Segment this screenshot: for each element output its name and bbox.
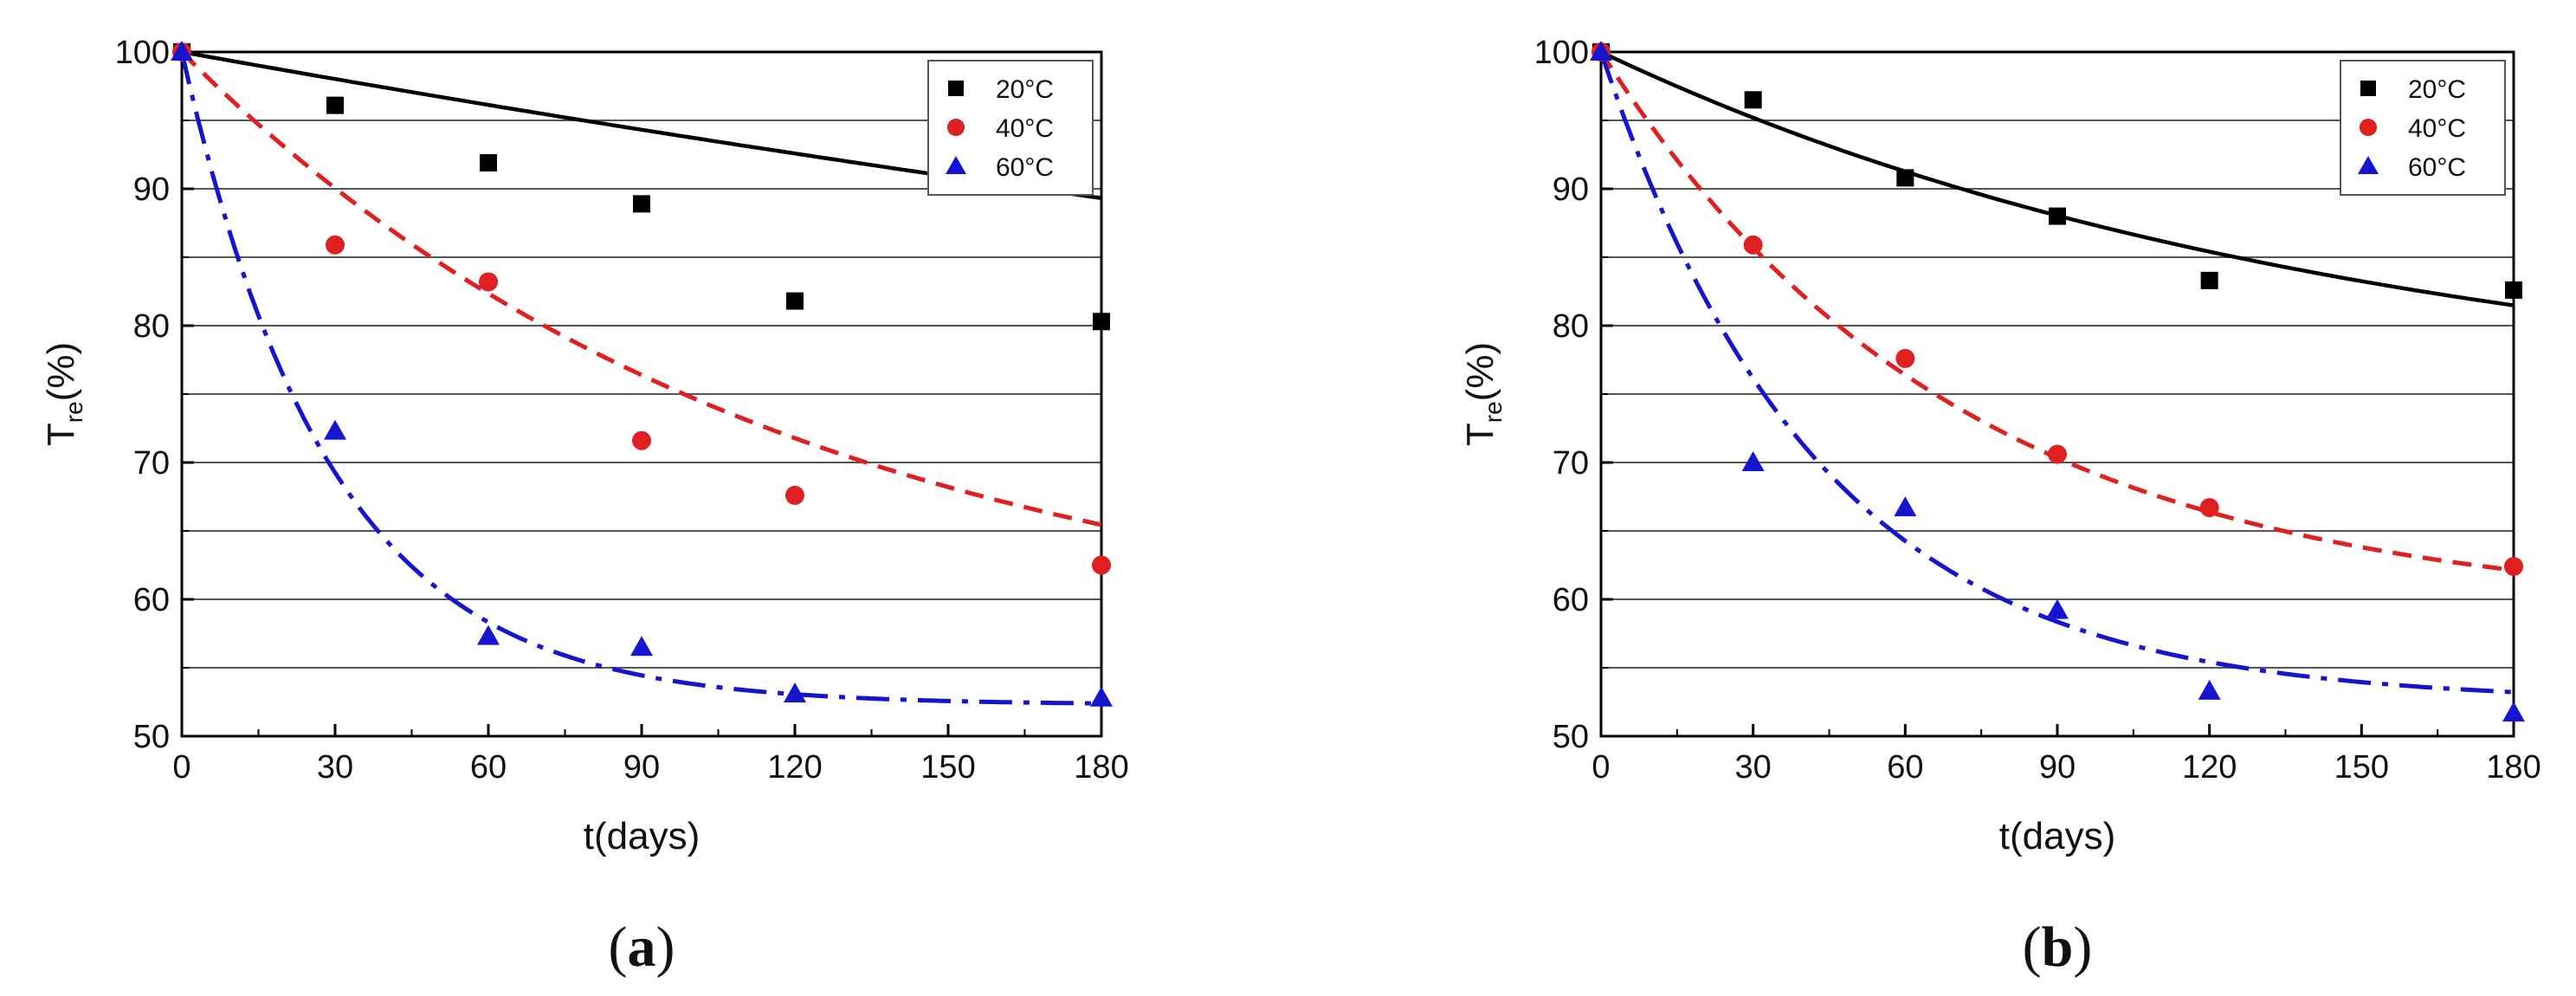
legend-marker-2 <box>946 156 966 174</box>
panel-label-letter: a <box>628 915 656 979</box>
chart-panel-b: 0 30 60 90 120 150 1805060708090100t(days)Tre(… <box>1459 35 2541 979</box>
data-point-1-3 <box>2048 444 2067 464</box>
data-point-0-1 <box>1744 91 1762 109</box>
legend-label-0: 20°C <box>996 75 1054 104</box>
data-point-1-5 <box>2504 557 2523 577</box>
data-point-1-4 <box>2199 498 2219 518</box>
panel-label-open: ( <box>2023 915 2042 979</box>
panel-label-close: ) <box>656 915 675 979</box>
x-tick-label: 30 <box>1735 749 1772 786</box>
x-tick-label: 150 <box>920 749 975 786</box>
data-point-2-1 <box>324 419 346 440</box>
data-point-0-3 <box>2049 207 2066 225</box>
y-axis-title-suffix: (%) <box>1459 342 1501 401</box>
y-axis-title-main: T <box>40 423 82 446</box>
data-point-1-1 <box>1743 235 1763 255</box>
y-tick-label: 90 <box>1553 171 1589 208</box>
x-tick-label: 60 <box>470 749 507 786</box>
panel-label: (a) <box>609 915 675 979</box>
data-point-0-2 <box>1896 169 1914 187</box>
y-axis-title-main: T <box>1459 423 1501 446</box>
legend-label-2: 60°C <box>2408 153 2466 182</box>
y-tick-label: 70 <box>1553 445 1589 482</box>
x-tick-label: 90 <box>623 749 660 786</box>
y-tick-label: 90 <box>133 171 170 208</box>
fit-line-2 <box>179 51 1101 706</box>
data-point-1-2 <box>479 272 498 292</box>
data-point-0-4 <box>2200 271 2218 289</box>
y-axis-title-text: Tre(%) <box>1459 342 1507 446</box>
panel-label-letter: b <box>2042 915 2074 979</box>
y-axis-title: Tre(%) <box>1459 342 1507 446</box>
legend-label-1: 40°C <box>996 114 1054 143</box>
data-point-2-3 <box>2046 598 2069 619</box>
data-point-0-3 <box>633 195 650 213</box>
data-point-2-0 <box>1590 41 1612 61</box>
legend-marker-0 <box>2360 81 2376 96</box>
data-point-2-4 <box>2198 679 2221 700</box>
data-point-0-1 <box>326 96 344 114</box>
x-tick-label: 120 <box>2182 749 2237 786</box>
legend-label-0: 20°C <box>2408 75 2466 104</box>
x-tick-label: 30 <box>317 749 353 786</box>
data-point-2-1 <box>1741 451 1765 471</box>
data-point-2-5 <box>1090 686 1113 707</box>
x-tick-label: 180 <box>1074 749 1128 786</box>
data-point-1-1 <box>326 235 345 255</box>
x-tick-label: 0 <box>1591 749 1610 786</box>
x-tick-label: 0 <box>172 749 190 786</box>
y-tick-label: 80 <box>1553 308 1589 345</box>
data-point-2-3 <box>630 636 653 656</box>
data-point-1-2 <box>1895 348 1915 368</box>
legend: 20°C 40°C 60°C <box>927 60 1094 196</box>
legend-marker-0 <box>948 81 964 96</box>
data-point-2-4 <box>784 682 806 703</box>
y-tick-label: 70 <box>133 445 170 482</box>
y-tick-label: 100 <box>115 35 170 71</box>
legend-label-1: 40°C <box>2408 114 2466 143</box>
fit-line-1 <box>180 50 1102 527</box>
y-axis-title-sub: re <box>1480 401 1507 423</box>
y-axis-title-sub: re <box>61 401 87 423</box>
y-tick-label: 50 <box>133 719 170 755</box>
data-point-1-4 <box>785 485 804 505</box>
x-tick-label: 60 <box>1887 749 1923 786</box>
y-tick-label: 100 <box>1534 35 1589 71</box>
data-point-2-0 <box>171 41 193 61</box>
data-point-0-5 <box>1093 313 1110 331</box>
x-axis-title: t(days) <box>584 815 700 857</box>
fit-line-2 <box>1598 51 2515 695</box>
data-point-2-5 <box>2502 702 2525 722</box>
data-point-0-5 <box>2505 281 2522 299</box>
legend-marker-1 <box>947 119 965 136</box>
y-axis-title: Tre(%) <box>40 342 87 446</box>
y-tick-label: 80 <box>133 308 170 345</box>
y-axis-title-suffix: (%) <box>40 342 82 401</box>
x-tick-label: 120 <box>767 749 822 786</box>
y-axis-title-text: Tre(%) <box>40 342 87 446</box>
data-point-1-5 <box>1092 555 1111 575</box>
y-tick-label: 50 <box>1553 719 1589 755</box>
panel-label-open: ( <box>609 915 628 979</box>
y-tick-label: 60 <box>1553 582 1589 618</box>
x-tick-label: 150 <box>2334 749 2389 786</box>
x-tick-label: 180 <box>2486 749 2540 786</box>
legend: 20°C 40°C 60°C <box>2340 60 2506 196</box>
data-point-2-2 <box>1894 496 1917 517</box>
data-point-0-2 <box>480 153 497 171</box>
panel-label: (b) <box>2023 915 2093 979</box>
chart-panel-a: 0 30 60 90 120 150 1805060708090100t(days)Tre(… <box>40 35 1129 979</box>
data-point-1-3 <box>632 430 651 450</box>
data-point-0-4 <box>786 292 804 310</box>
data-point-2-2 <box>477 624 500 645</box>
x-tick-label: 90 <box>2039 749 2076 786</box>
x-axis-title: t(days) <box>1999 815 2115 857</box>
panel-label-close: ) <box>2073 915 2092 979</box>
y-tick-label: 60 <box>133 582 170 618</box>
legend-marker-2 <box>2358 156 2379 174</box>
legend-marker-1 <box>2360 119 2377 136</box>
legend-label-2: 60°C <box>996 153 1054 182</box>
